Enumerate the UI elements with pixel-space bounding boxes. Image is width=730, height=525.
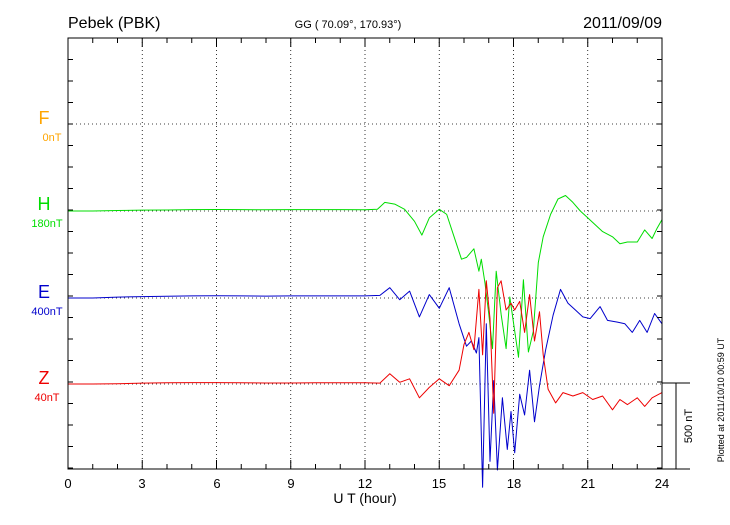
series-line-e	[68, 287, 663, 488]
component-label-f: F	[39, 108, 50, 128]
component-label-z: Z	[39, 368, 50, 388]
scale-bar-label: 500 nT	[683, 409, 695, 444]
baseline-label-e: 400nT	[31, 306, 62, 318]
x-tick-label: 6	[213, 476, 220, 491]
station-coordinates: GG ( 70.09°, 170.93°)	[295, 19, 402, 31]
x-tick-label: 15	[432, 476, 446, 491]
series-line-z	[68, 280, 663, 414]
x-tick-label: 21	[581, 476, 595, 491]
x-tick-label: 12	[358, 476, 372, 491]
axis-ticks	[67, 38, 663, 469]
component-label-e: E	[38, 282, 50, 302]
chart-date: 2011/09/09	[583, 15, 662, 32]
station-title: Pebek (PBK)	[68, 15, 160, 32]
baseline-label-f: 0nT	[43, 132, 62, 144]
x-tick-label: 9	[287, 476, 294, 491]
component-label-h: H	[38, 194, 51, 214]
x-tick-label: 3	[138, 476, 145, 491]
data-traces	[68, 195, 663, 488]
grid-lines	[68, 38, 662, 469]
scale-bar: 500 nT	[662, 382, 695, 470]
series-line-h	[68, 195, 663, 358]
plotted-timestamp: Plotted at 2011/10/10 00:59 UT	[716, 337, 726, 462]
x-tick-label: 24	[655, 476, 669, 491]
x-tick-labels: 0 3 6 9 12 15 18 21 24	[64, 476, 669, 491]
x-tick-label: 0	[64, 476, 71, 491]
baseline-label-h: 180nT	[31, 218, 62, 230]
baseline-label-z: 40nT	[34, 392, 59, 404]
x-axis-label: U T (hour)	[333, 490, 396, 506]
x-tick-label: 18	[507, 476, 521, 491]
